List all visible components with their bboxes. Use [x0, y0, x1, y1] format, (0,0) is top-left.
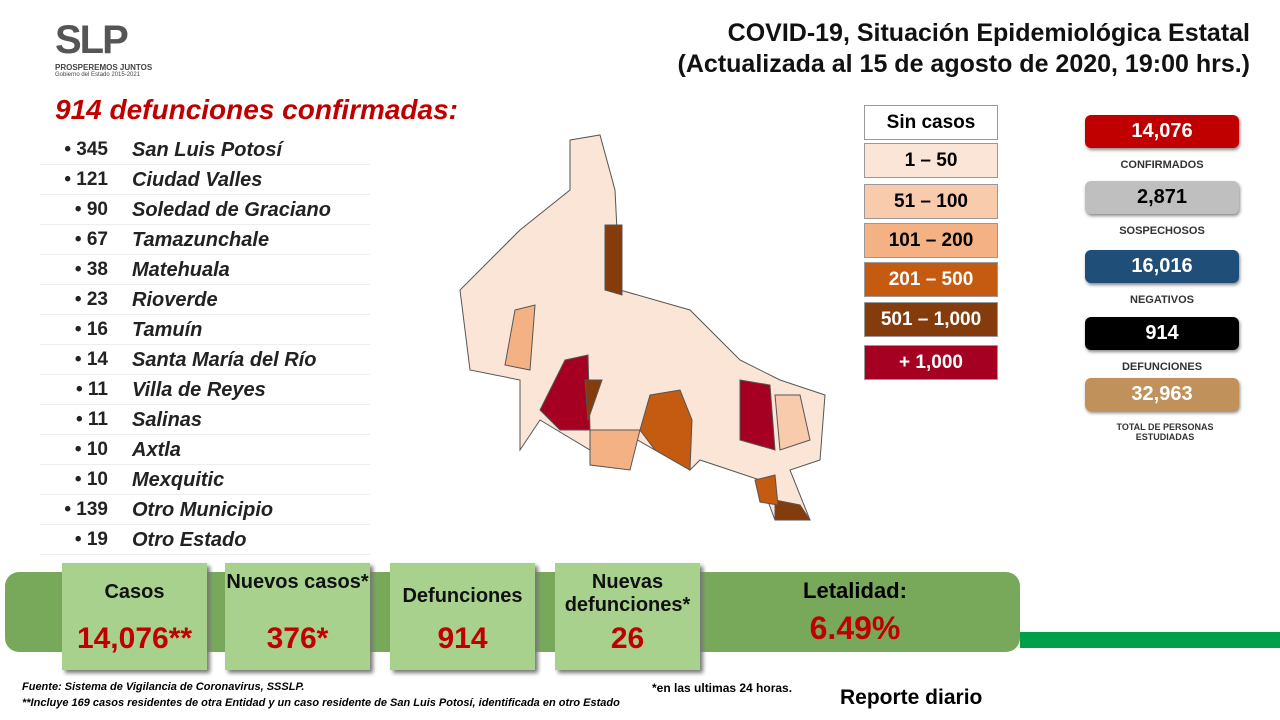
- death-row: • 11 Villa de Reyes: [40, 375, 370, 405]
- municipality: Otro Municipio: [132, 499, 274, 521]
- death-count: • 19: [74, 529, 108, 550]
- summary-label: Defunciones: [402, 585, 523, 607]
- death-count: • 23: [74, 289, 108, 310]
- death-row: • 345 San Luis Potosí: [40, 135, 370, 165]
- summary-value: 914: [437, 622, 488, 655]
- title-block: COVID-19, Situación Epidemiológica Estat…: [678, 18, 1250, 80]
- map: [459, 134, 826, 521]
- stat-value: 914: [1085, 317, 1239, 350]
- summary-value: 6.49%: [809, 610, 901, 646]
- stat-label: TOTAL DE PERSONAS ESTUDIADAS: [1116, 422, 1214, 442]
- stat-value: 14,076: [1085, 115, 1239, 148]
- legend-item: + 1,000: [864, 345, 998, 380]
- municipality: Villa de Reyes: [132, 379, 266, 401]
- stat-label: CONFIRMADOS: [1120, 159, 1204, 171]
- municipality: Ciudad Valles: [132, 169, 263, 191]
- death-row: • 67 Tamazunchale: [40, 225, 370, 255]
- summary-label: Nuevos casos*: [226, 571, 369, 593]
- death-row: • 10 Mexquitic: [40, 465, 370, 495]
- summary-card: Defunciones 914: [390, 563, 535, 670]
- death-row: • 11 Salinas: [40, 405, 370, 435]
- death-count: • 90: [74, 199, 108, 220]
- logo-text: SLP: [55, 18, 129, 62]
- summary-card: Nuevos casos* 376*: [225, 563, 370, 670]
- stat-label: NEGATIVOS: [1130, 294, 1194, 306]
- subtitle: (Actualizada al 15 de agosto de 2020, 19…: [677, 50, 1250, 78]
- stat-label: DEFUNCIONES: [1121, 361, 1203, 373]
- death-row: • 19 Otro Estado: [40, 525, 370, 555]
- summary-label: Letalidad:: [803, 578, 907, 603]
- footer-source: Fuente: Sistema de Vigilancia de Coronav…: [22, 681, 305, 693]
- municipality: Mexquitic: [132, 469, 225, 491]
- legend-item: 1 – 50: [864, 143, 998, 178]
- summary-label: Casos: [104, 581, 165, 603]
- municipality: Tamazunchale: [132, 229, 270, 251]
- summary-label: Nuevas defunciones*: [564, 571, 691, 616]
- summary-card: Nuevas defunciones* 26: [555, 563, 700, 670]
- municipality: Axtla: [132, 439, 181, 461]
- legend-item: 501 – 1,000: [864, 302, 998, 337]
- death-count: • 11: [75, 409, 108, 430]
- green-stripe: [1020, 632, 1280, 648]
- deaths-heading: 914 defunciones confirmadas:: [55, 94, 459, 125]
- municipality: Santa María del Río: [132, 349, 317, 371]
- death-row: • 23 Rioverde: [40, 285, 370, 315]
- municipality: San Luis Potosí: [132, 139, 283, 161]
- death-count: • 16: [74, 319, 108, 340]
- stat-value: 16,016: [1085, 250, 1239, 283]
- death-count: • 11: [75, 379, 108, 400]
- summary-value: 14,076**: [76, 622, 193, 655]
- death-row: • 90 Soledad de Graciano: [40, 195, 370, 225]
- municipality: Otro Estado: [132, 529, 247, 551]
- death-count: • 139: [64, 499, 108, 520]
- death-count: • 38: [74, 259, 108, 280]
- logo-tagline: PROSPEREMOS JUNTOS: [55, 63, 153, 72]
- legend-item: 51 – 100: [864, 184, 998, 219]
- stat-value: 32,963: [1085, 378, 1239, 411]
- death-row: • 139 Otro Municipio: [40, 495, 370, 525]
- summary-card: Casos 14,076**: [62, 563, 207, 670]
- legend-item: 201 – 500: [864, 262, 998, 297]
- death-count: • 10: [74, 439, 108, 460]
- death-row: • 10 Axtla: [40, 435, 370, 465]
- death-row: • 16 Tamuín: [40, 315, 370, 345]
- death-count: • 67: [74, 229, 108, 250]
- footer-last24: *en las ultimas 24 horas.: [652, 681, 793, 695]
- legend-item: 101 – 200: [864, 223, 998, 258]
- logo: SLP PROSPEREMOS JUNTOS Gobierno del Esta…: [55, 18, 165, 80]
- title: COVID-19, Situación Epidemiológica Estat…: [727, 19, 1250, 47]
- death-count: • 14: [74, 349, 108, 370]
- death-count: • 345: [64, 139, 108, 160]
- municipality: Matehuala: [132, 259, 230, 281]
- summary-value: 376*: [266, 622, 329, 655]
- death-row: • 38 Matehuala: [40, 255, 370, 285]
- stat-label: SOSPECHOSOS: [1119, 225, 1205, 237]
- death-row: • 14 Santa María del Río: [40, 345, 370, 375]
- summary-value: 26: [610, 622, 645, 655]
- death-row: • 121 Ciudad Valles: [40, 165, 370, 195]
- logo-subtitle: Gobierno del Estado 2015-2021: [55, 72, 141, 78]
- death-count: • 10: [74, 469, 108, 490]
- footer-report: Reporte diario: [840, 686, 983, 709]
- municipality: Soledad de Graciano: [132, 199, 331, 221]
- municipality: Salinas: [132, 409, 203, 431]
- death-count: • 121: [64, 169, 108, 190]
- municipality: Tamuín: [132, 319, 203, 341]
- legend-item: Sin casos: [864, 105, 998, 140]
- footer-note: **Incluye 169 casos residentes de otra E…: [22, 697, 620, 709]
- stat-value: 2,871: [1085, 181, 1239, 214]
- municipality: Rioverde: [132, 289, 218, 311]
